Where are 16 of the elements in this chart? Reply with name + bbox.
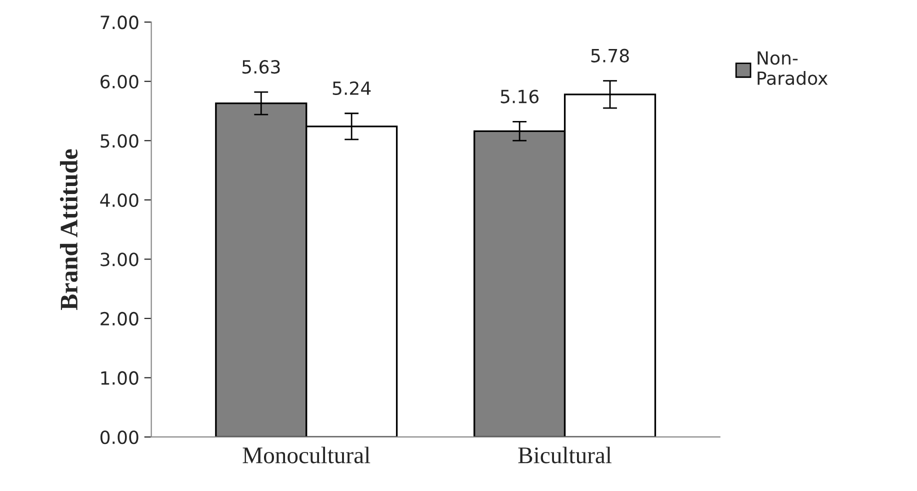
y-tick-label: 6.00 [100, 74, 138, 88]
y-tick-label: 7.00 [100, 16, 138, 30]
y-axis-title: Brand Attitude [60, 149, 78, 310]
data-label: 5.16 [500, 90, 539, 104]
y-tick-label: 3.00 [100, 252, 138, 266]
x-tick-label: Monocultural [242, 446, 370, 464]
y-tick-label: 2.00 [100, 312, 138, 326]
y-tick-label: 4.00 [100, 193, 138, 208]
data-label: 5.63 [242, 60, 280, 74]
y-tick-label: 1.00 [101, 371, 138, 385]
y-tick-label: 5.00 [100, 134, 138, 148]
x-tick-label: Bicultural [518, 446, 612, 464]
data-label: 5.78 [591, 48, 629, 62]
legend-label: Non- Paradox [758, 51, 828, 85]
data-label: 5.24 [332, 81, 371, 96]
y-tick-label: 0.00 [100, 430, 138, 444]
